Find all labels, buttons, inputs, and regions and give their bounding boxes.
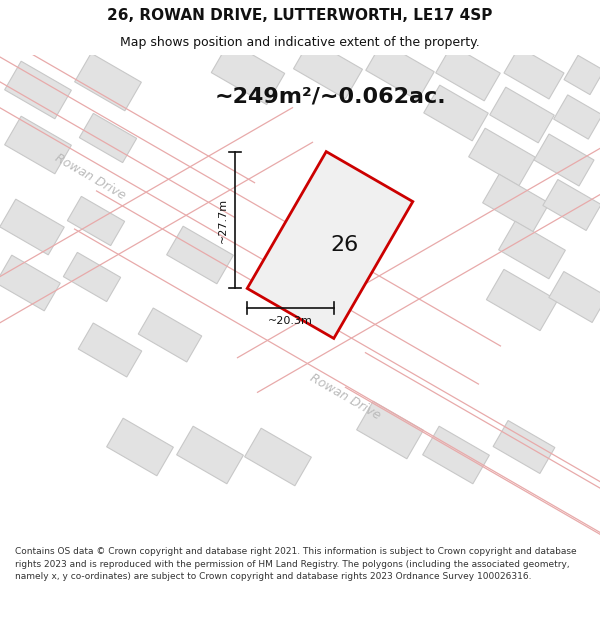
Polygon shape — [67, 196, 125, 246]
Text: Rowan Drive: Rowan Drive — [307, 371, 383, 423]
Polygon shape — [138, 308, 202, 362]
Polygon shape — [247, 152, 413, 338]
Polygon shape — [564, 56, 600, 94]
Polygon shape — [167, 226, 233, 284]
Text: Map shows position and indicative extent of the property.: Map shows position and indicative extent… — [120, 36, 480, 49]
Polygon shape — [499, 221, 565, 279]
Text: Contains OS data © Crown copyright and database right 2021. This information is : Contains OS data © Crown copyright and d… — [15, 548, 577, 581]
Text: 26, ROWAN DRIVE, LUTTERWORTH, LE17 4SP: 26, ROWAN DRIVE, LUTTERWORTH, LE17 4SP — [107, 8, 493, 23]
Polygon shape — [293, 39, 362, 99]
Polygon shape — [487, 269, 557, 331]
Polygon shape — [424, 85, 488, 141]
Polygon shape — [78, 323, 142, 377]
Polygon shape — [5, 61, 71, 119]
Polygon shape — [549, 271, 600, 322]
Polygon shape — [0, 255, 60, 311]
Polygon shape — [107, 418, 173, 476]
Polygon shape — [0, 199, 64, 255]
Polygon shape — [493, 421, 555, 474]
Polygon shape — [543, 179, 600, 231]
Polygon shape — [74, 53, 142, 111]
Polygon shape — [422, 426, 490, 484]
Polygon shape — [176, 426, 244, 484]
Polygon shape — [534, 134, 594, 186]
Text: ~27.7m: ~27.7m — [218, 198, 228, 242]
Polygon shape — [245, 428, 311, 486]
Polygon shape — [64, 253, 121, 302]
Polygon shape — [469, 128, 535, 186]
Text: ~249m²/~0.062ac.: ~249m²/~0.062ac. — [214, 87, 446, 107]
Polygon shape — [5, 116, 71, 174]
Polygon shape — [554, 95, 600, 139]
Polygon shape — [504, 47, 564, 99]
Polygon shape — [482, 174, 550, 232]
Text: 26: 26 — [331, 235, 359, 255]
Polygon shape — [356, 401, 424, 459]
Polygon shape — [436, 45, 500, 101]
Polygon shape — [211, 41, 285, 104]
Text: ~20.3m: ~20.3m — [268, 316, 313, 326]
Polygon shape — [490, 87, 554, 143]
Polygon shape — [366, 42, 434, 100]
Polygon shape — [79, 113, 137, 162]
Text: Rowan Drive: Rowan Drive — [52, 151, 128, 202]
